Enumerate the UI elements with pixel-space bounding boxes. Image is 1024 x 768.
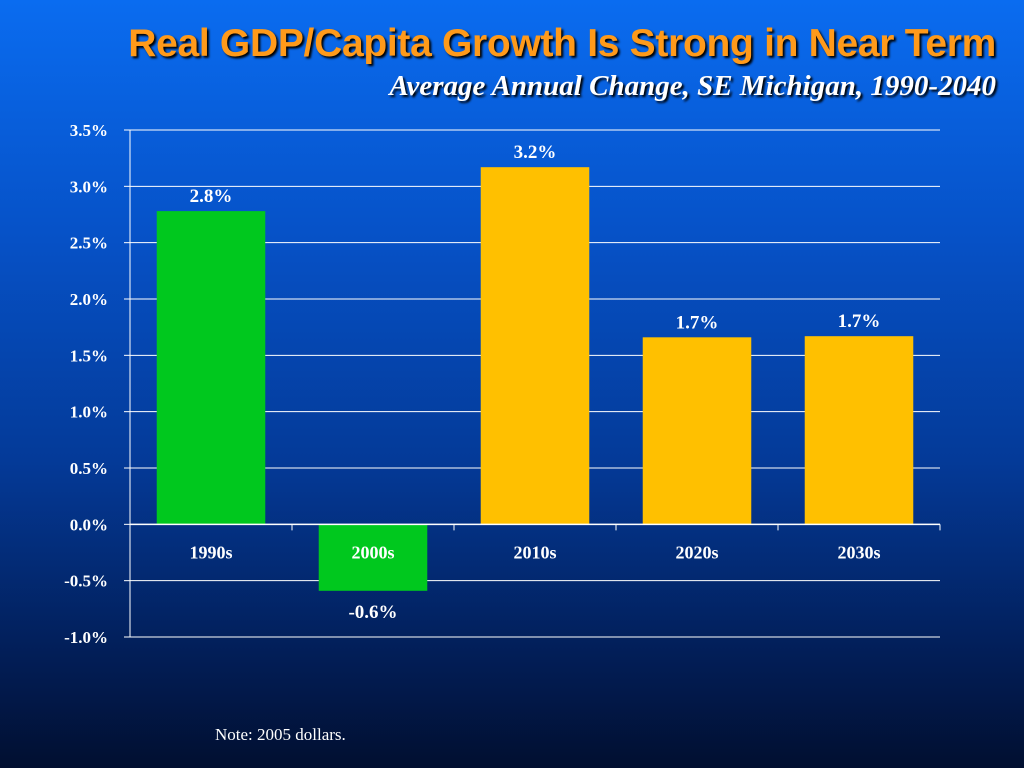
y-tick-label: 1.0% — [70, 403, 108, 422]
x-tick-label: 2020s — [675, 542, 718, 562]
x-tick-label: 1990s — [189, 542, 232, 562]
bar — [318, 524, 428, 591]
axis-layer — [124, 129, 941, 638]
bars-layer — [156, 167, 914, 591]
data-label: 3.2% — [514, 142, 557, 163]
bar — [804, 336, 914, 525]
data-label: -0.6% — [348, 602, 397, 623]
data-label: 1.7% — [676, 312, 719, 333]
y-tick-label: -1.0% — [64, 628, 108, 647]
footnote: Note: 2005 dollars. — [215, 725, 346, 744]
y-tick-label: 0.0% — [70, 515, 108, 534]
slide-title: Real GDP/Capita Growth Is Strong in Near… — [128, 22, 996, 65]
data-label: 1.7% — [838, 311, 881, 332]
y-tick-label: 2.0% — [70, 290, 108, 309]
data-label: 2.8% — [190, 186, 233, 207]
bar — [642, 337, 752, 525]
y-tick-label: 1.5% — [70, 346, 108, 365]
labels-layer: 3.5% 3.0% 2.5% 2.0% 1.5% 1.0% 0.5% 0.0% -0.5% -1.… — [64, 121, 880, 647]
bar — [156, 211, 266, 525]
slide-subtitle: Average Annual Change, SE Michigan, 1990… — [389, 70, 996, 102]
y-tick-label: 3.0% — [70, 177, 108, 196]
y-tick-label: 3.5% — [70, 121, 108, 140]
y-tick-label: 0.5% — [70, 459, 108, 478]
x-tick-label: 2010s — [513, 542, 556, 562]
x-tick-label: 2000s — [351, 542, 394, 562]
y-tick-label: 2.5% — [70, 234, 108, 253]
x-tick-label: 2030s — [837, 542, 880, 562]
y-tick-label: -0.5% — [64, 572, 108, 591]
bar — [480, 167, 590, 525]
